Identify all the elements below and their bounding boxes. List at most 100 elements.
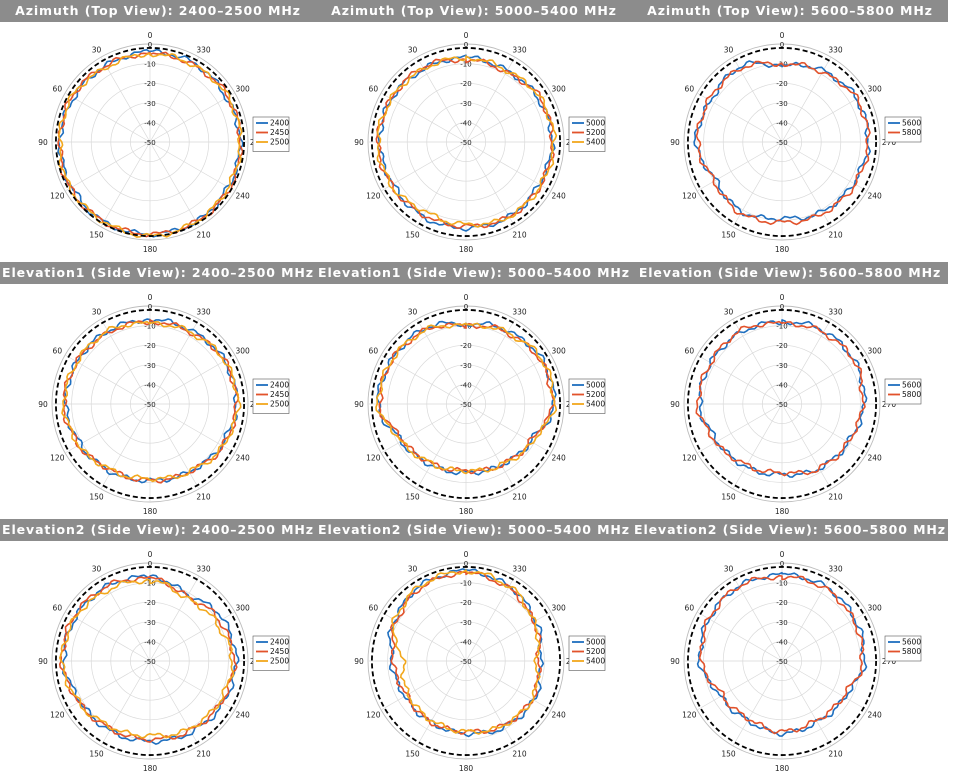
- angular-grid-line: [465, 611, 552, 662]
- angle-tick-label: 120: [366, 454, 381, 463]
- angle-tick-label: 30: [92, 564, 102, 573]
- angular-grid-line: [696, 660, 783, 711]
- polar-plot: 03060901201501802102402703003300-10-20-3…: [670, 293, 921, 516]
- angular-grid-line: [100, 141, 151, 228]
- angle-tick-label: 270: [882, 400, 897, 409]
- legend-label: 5400: [586, 657, 605, 666]
- angle-tick-label: 180: [459, 507, 474, 516]
- angle-tick-label: 0: [464, 293, 469, 302]
- angular-grid-line: [781, 92, 868, 143]
- angle-tick-label: 90: [38, 400, 48, 409]
- chart-title: Elevation2 (Side View): 5000–5400 MHz: [316, 519, 632, 541]
- angle-tick-label: 0: [780, 293, 785, 302]
- angle-tick-label: 240: [552, 454, 567, 463]
- radial-tick-label: -30: [776, 362, 787, 370]
- radial-tick-label: -10: [144, 61, 155, 69]
- legend-label: 2400: [270, 381, 289, 390]
- angular-grid-line: [781, 575, 832, 662]
- angular-grid-line: [465, 403, 516, 490]
- angular-grid-line: [781, 56, 832, 143]
- angular-grid-line: [416, 403, 467, 490]
- angle-tick-label: 210: [512, 493, 527, 502]
- radial-tick-label: -20: [776, 599, 787, 607]
- chart-title: Elevation1 (Side View): 5000–5400 MHz: [316, 262, 632, 284]
- radial-tick-label: -20: [144, 342, 155, 350]
- angular-grid-line: [149, 318, 200, 405]
- angular-grid-line: [732, 575, 783, 662]
- series-line-5400: [376, 55, 558, 228]
- reference-circle: [687, 309, 877, 499]
- angular-grid-line: [696, 403, 783, 454]
- angle-tick-label: 60: [369, 604, 379, 613]
- radial-tick-label: -30: [776, 619, 787, 627]
- legend-label: 5600: [902, 381, 921, 390]
- polar-chart-panel: Elevation1 (Side View): 2400–2500 MHz 0 30…: [0, 262, 316, 517]
- legend-label: 5600: [902, 119, 921, 128]
- reference-circle: [55, 309, 245, 499]
- angular-grid-line: [465, 660, 516, 747]
- angular-grid-line: [465, 403, 552, 454]
- polar-chart-panel: Azimuth (Top View): 2400–2500 MHz 0 30 60 90…: [0, 0, 316, 255]
- angle-tick-label: 30: [724, 564, 734, 573]
- radial-tick-label: -40: [144, 119, 155, 127]
- angular-grid-line: [380, 660, 467, 711]
- angle-tick-label: 30: [724, 307, 734, 316]
- series-line-5800: [698, 574, 865, 735]
- radial-tick-label: 0: [148, 560, 152, 568]
- radial-tick-label: -20: [460, 342, 471, 350]
- angle-tick-label: 240: [868, 711, 883, 720]
- radial-tick-label: 0: [780, 41, 784, 49]
- chart-title: Azimuth (Top View): 5000–5400 MHz: [316, 0, 632, 22]
- angle-tick-label: 30: [408, 564, 418, 573]
- angular-grid-line: [380, 141, 467, 192]
- series-line-5600: [693, 60, 871, 222]
- angle-tick-label: 150: [405, 231, 420, 240]
- radial-tick-label: -50: [144, 139, 155, 147]
- angle-tick-label: 150: [721, 493, 736, 502]
- series-line-2500: [57, 52, 243, 238]
- polar-chart-panel: Elevation2 (Side View): 5000–5400 MHz 0 30…: [316, 519, 632, 774]
- angle-tick-label: 120: [682, 192, 697, 201]
- angle-tick-label: 150: [405, 493, 420, 502]
- radial-tick-label: -20: [460, 80, 471, 88]
- angle-tick-label: 120: [366, 711, 381, 720]
- polar-plot: 03060901201501802102402703003300-10-20-3…: [354, 31, 605, 254]
- angular-grid-line: [465, 141, 552, 192]
- angle-tick-label: 210: [828, 493, 843, 502]
- angular-grid-line: [100, 318, 151, 405]
- angle-tick-label: 210: [196, 231, 211, 240]
- angle-tick-label: 300: [552, 347, 567, 356]
- radial-tick-label: -30: [144, 619, 155, 627]
- angle-tick-label: 240: [868, 454, 883, 463]
- series-line-5000: [387, 568, 545, 738]
- polar-plot: 03060901201501802102402703003300-10-20-3…: [38, 293, 289, 516]
- polar-chart-panel: Elevation1 (Side View): 5000–5400 MHz 0 30…: [316, 262, 632, 517]
- series-line-5400: [391, 569, 541, 735]
- legend-label: 5800: [902, 128, 921, 137]
- legend-label: 5200: [586, 647, 605, 656]
- angle-tick-label: 30: [92, 307, 102, 316]
- polar-plot: 03060901201501802102402703003300-10-20-3…: [38, 550, 289, 773]
- angle-tick-label: 330: [828, 45, 843, 54]
- radial-tick-label: -20: [144, 80, 155, 88]
- legend-label: 5400: [586, 138, 605, 147]
- legend-label: 2500: [270, 138, 289, 147]
- angular-grid-line: [149, 56, 200, 143]
- angular-grid-line: [64, 141, 151, 192]
- legend-label: 2450: [270, 647, 289, 656]
- series-line-2500: [61, 321, 242, 483]
- angular-grid-line: [149, 575, 200, 662]
- radial-tick-label: -50: [460, 658, 471, 666]
- angle-tick-label: 90: [670, 657, 680, 666]
- radial-tick-label: -50: [144, 401, 155, 409]
- angle-tick-label: 120: [50, 192, 65, 201]
- angle-tick-label: 300: [868, 347, 883, 356]
- reference-circle: [687, 566, 877, 756]
- legend-label: 2500: [270, 400, 289, 409]
- angle-tick-label: 270: [882, 138, 897, 147]
- angular-grid-line: [781, 660, 832, 747]
- angle-tick-label: 240: [236, 711, 251, 720]
